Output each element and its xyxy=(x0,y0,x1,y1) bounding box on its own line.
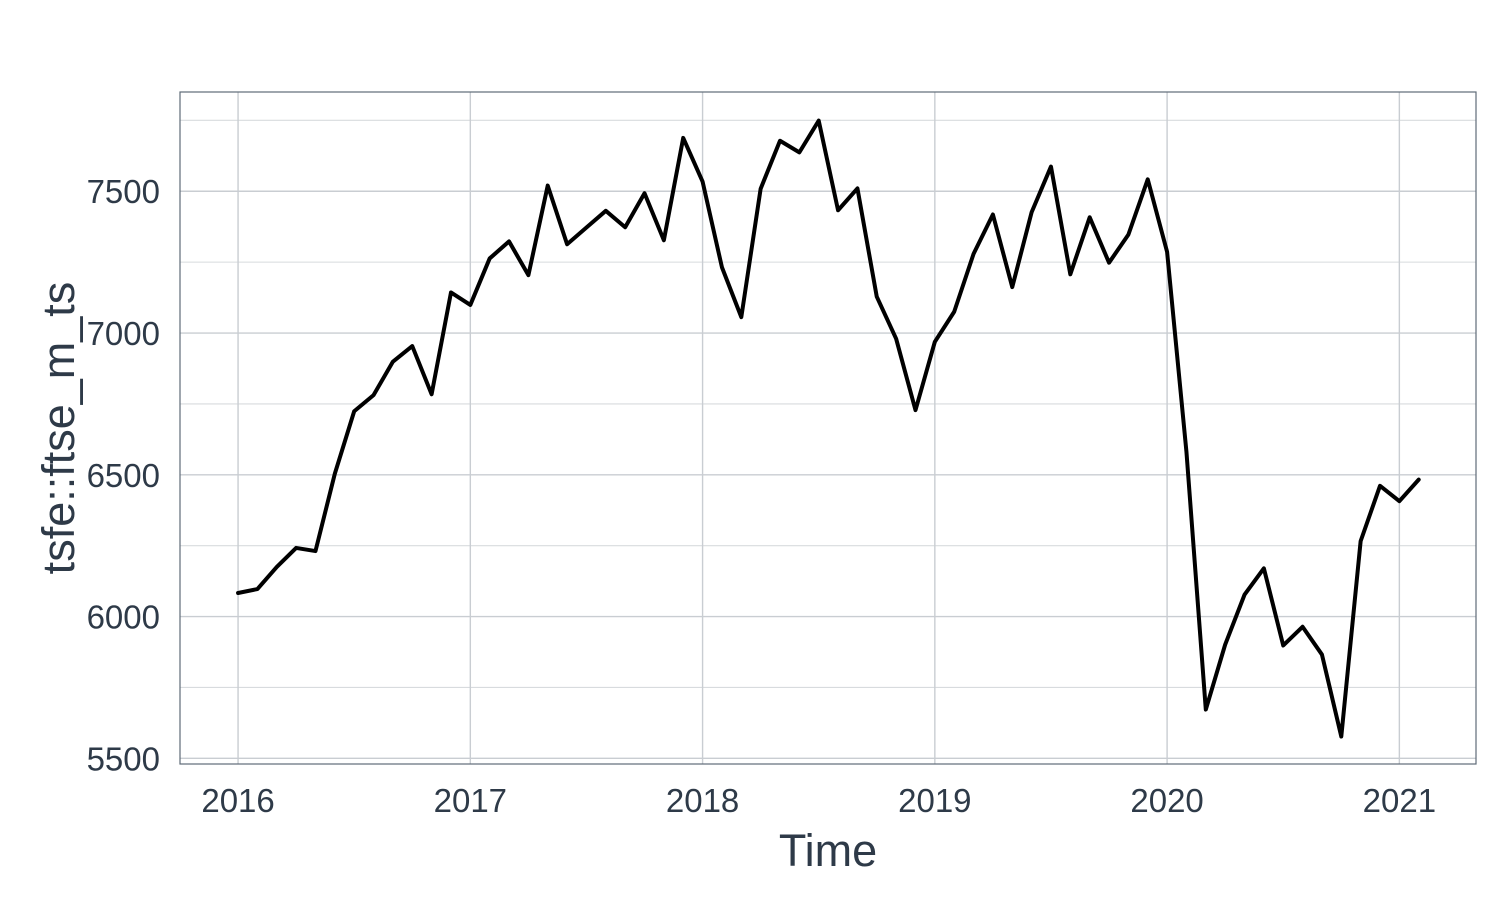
x-tick-label: 2020 xyxy=(1130,782,1203,819)
x-tick-label: 2016 xyxy=(201,782,274,819)
x-tick-label: 2018 xyxy=(666,782,739,819)
y-tick-label: 7500 xyxy=(87,173,160,210)
series-layer xyxy=(236,118,1421,739)
x-axis-title: Time xyxy=(779,825,877,876)
x-axis-ticks: 2016 2017 2018 2019 2020 2021 xyxy=(201,782,1436,819)
y-axis-ticks: 5500 6000 6500 7000 7500 xyxy=(87,173,160,777)
y-tick-label: 5500 xyxy=(87,740,160,777)
x-tick-label: 2019 xyxy=(898,782,971,819)
y-tick-label: 6500 xyxy=(87,457,160,494)
x-tick-label: 2021 xyxy=(1363,782,1436,819)
grid-lines xyxy=(180,92,1476,764)
y-axis-title: tsfe::ftse_m_ts xyxy=(33,282,84,575)
x-tick-label: 2017 xyxy=(434,782,507,819)
plot-panel-border xyxy=(179,91,1477,765)
y-tick-label: 7000 xyxy=(87,315,160,352)
series-line xyxy=(236,118,1421,739)
y-tick-label: 6000 xyxy=(87,599,160,636)
